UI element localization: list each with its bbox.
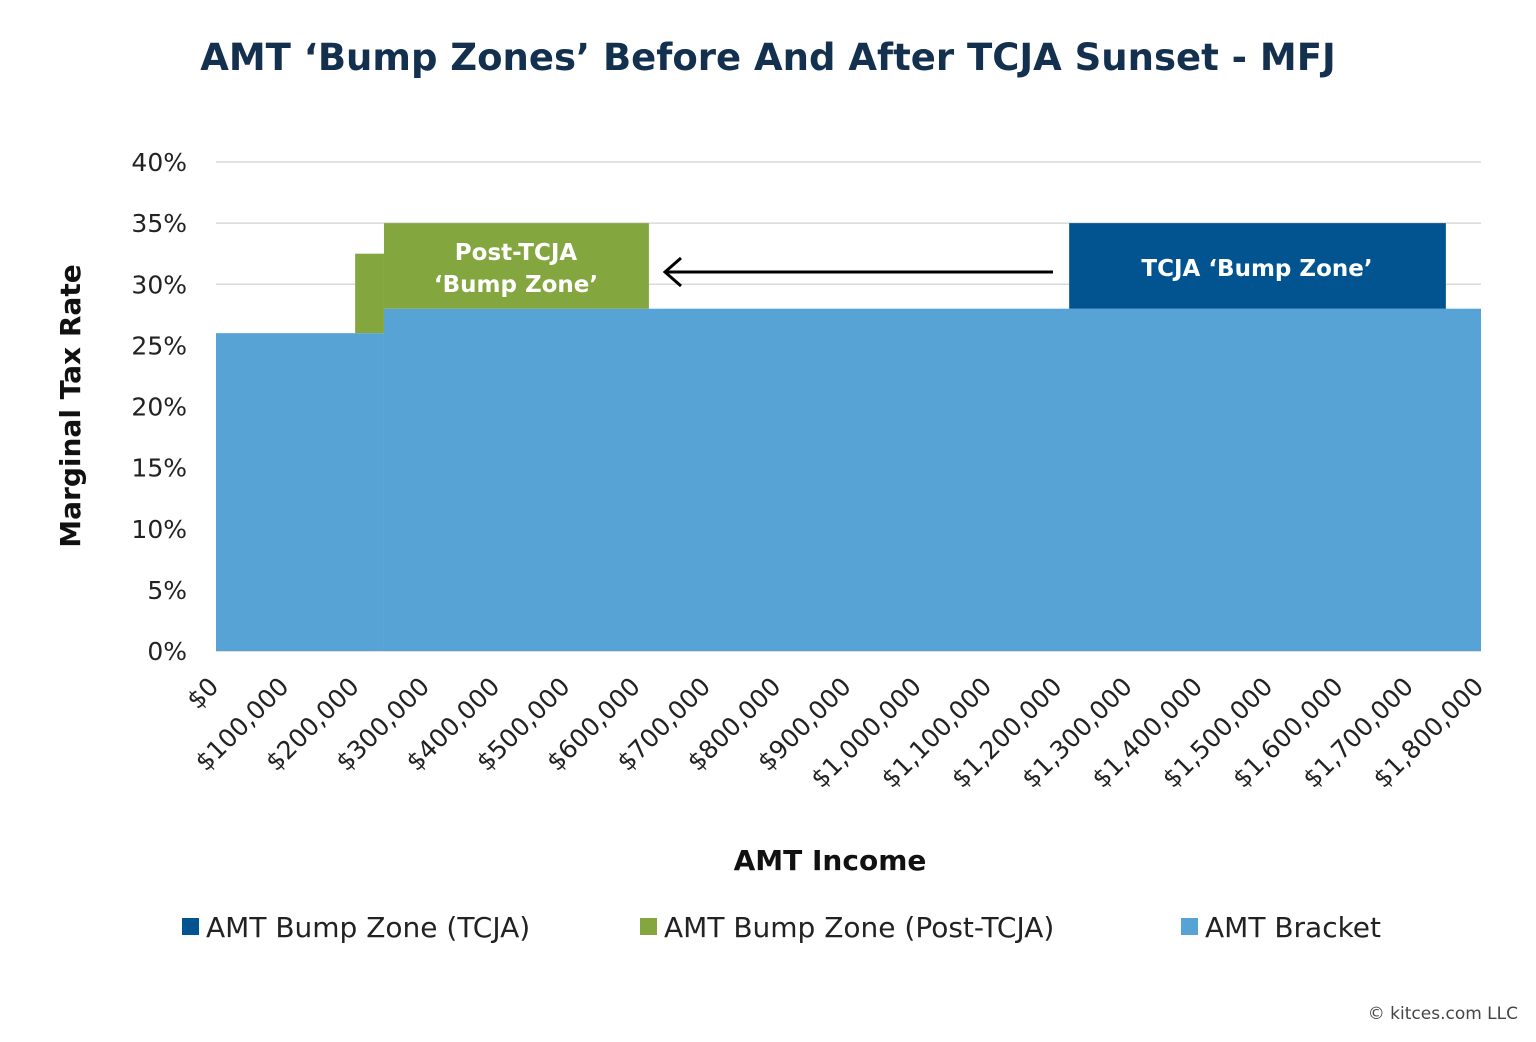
x-axis-label: AMT Income — [734, 844, 927, 877]
x-tick-label: $0 — [181, 672, 224, 715]
y-tick-label: 20% — [131, 393, 187, 422]
legend-swatch — [1181, 918, 1198, 935]
copyright: © kitces.com LLC — [1368, 1004, 1518, 1024]
bar-segment-amt-bracket — [216, 333, 384, 651]
bar-segment-amt-bump-zone-post-tcja- — [355, 253, 384, 334]
y-tick-label: 0% — [147, 637, 187, 666]
arrow-head — [662, 256, 682, 288]
y-tick-label: 10% — [131, 515, 187, 544]
y-axis-label: Marginal Tax Rate — [54, 264, 87, 547]
y-tick-labels: 0% 5% 10% 15% 20% 25% 30% 35% 40% — [131, 148, 187, 666]
legend: AMT Bump Zone (TCJA) AMT Bump Zone (Post-… — [182, 911, 1381, 944]
chart-marks — [216, 223, 1482, 651]
bar-segment-amt-bracket — [383, 308, 1482, 651]
annotation-post-tcja-line1: Post-TCJA — [455, 240, 578, 266]
y-tick-label: 35% — [131, 209, 187, 238]
x-tick-labels: $0$100,000$200,000$300,000$400,000$500,0… — [181, 672, 1489, 794]
legend-label: AMT Bracket — [1205, 911, 1381, 944]
y-tick-label: 25% — [131, 331, 187, 360]
y-tick-label: 40% — [131, 148, 187, 177]
bar-segment-amt-bump-zone-post-tcja- — [383, 223, 649, 309]
y-tick-label: 5% — [147, 576, 187, 605]
legend-swatch — [640, 918, 657, 935]
legend-label: AMT Bump Zone (TCJA) — [206, 911, 530, 944]
chart-title: AMT ‘Bump Zones’ Before And After TCJA S… — [200, 36, 1336, 79]
annotation-post-tcja-line2: ‘Bump Zone’ — [434, 272, 598, 298]
y-tick-label: 15% — [131, 454, 187, 483]
bar-segment-amt-bump-zone-tcja- — [1069, 223, 1446, 309]
legend-swatch — [182, 918, 199, 935]
legend-label: AMT Bump Zone (Post-TCJA) — [664, 911, 1054, 944]
y-tick-label: 30% — [131, 270, 187, 299]
annotation-tcja: TCJA ‘Bump Zone’ — [1141, 256, 1372, 282]
annotations: Post-TCJA ‘Bump Zone’ TCJA ‘Bump Zone’ — [434, 240, 1373, 298]
